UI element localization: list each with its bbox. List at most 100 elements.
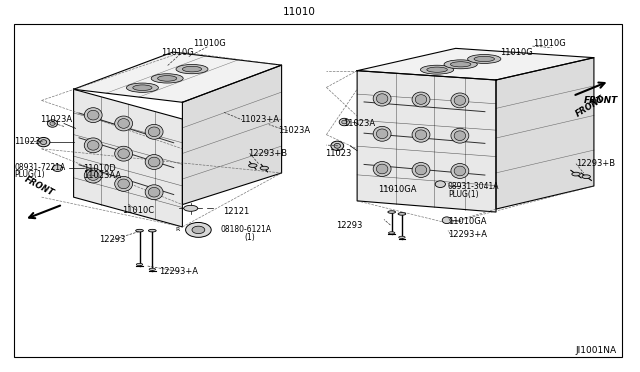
Ellipse shape: [133, 85, 152, 90]
Ellipse shape: [373, 161, 391, 176]
Ellipse shape: [84, 168, 102, 183]
Ellipse shape: [388, 211, 396, 214]
Ellipse shape: [115, 116, 132, 131]
Text: FRONT: FRONT: [574, 94, 606, 118]
Text: 11010C: 11010C: [122, 206, 154, 215]
Ellipse shape: [157, 76, 177, 81]
Ellipse shape: [37, 138, 50, 147]
Ellipse shape: [87, 110, 99, 120]
Ellipse shape: [87, 171, 99, 180]
Ellipse shape: [118, 179, 129, 189]
Text: FRONT: FRONT: [24, 175, 56, 198]
Ellipse shape: [145, 185, 163, 200]
Text: 12293: 12293: [336, 221, 362, 230]
Ellipse shape: [84, 138, 102, 153]
Ellipse shape: [427, 67, 447, 72]
Ellipse shape: [176, 64, 208, 74]
Ellipse shape: [572, 172, 580, 176]
Ellipse shape: [420, 65, 454, 74]
Polygon shape: [74, 52, 282, 102]
Text: 11023A: 11023A: [343, 119, 375, 128]
Text: 11010: 11010: [283, 7, 316, 17]
Ellipse shape: [442, 217, 451, 224]
Ellipse shape: [451, 128, 469, 143]
Ellipse shape: [582, 175, 590, 179]
Text: FRONT: FRONT: [584, 96, 618, 105]
Text: 12293: 12293: [99, 235, 125, 244]
Ellipse shape: [52, 165, 63, 171]
Text: 11010G: 11010G: [533, 39, 566, 48]
Polygon shape: [74, 89, 182, 227]
Text: 11023+A: 11023+A: [240, 115, 279, 124]
Text: 11023A: 11023A: [40, 115, 72, 124]
Ellipse shape: [149, 268, 156, 270]
Text: 11023AA: 11023AA: [83, 171, 122, 180]
Ellipse shape: [136, 263, 143, 266]
Ellipse shape: [331, 141, 344, 151]
Ellipse shape: [182, 66, 202, 72]
Ellipse shape: [184, 205, 198, 211]
Text: 11010GA: 11010GA: [378, 185, 416, 194]
Text: PLUG(1): PLUG(1): [448, 190, 479, 199]
Ellipse shape: [373, 91, 391, 106]
Text: 11010G: 11010G: [161, 48, 194, 57]
Ellipse shape: [260, 166, 269, 170]
Text: 11010G: 11010G: [193, 39, 226, 48]
Ellipse shape: [148, 157, 160, 167]
Circle shape: [192, 226, 205, 234]
Text: 11010GA: 11010GA: [448, 217, 486, 226]
Text: 08931-7221A: 08931-7221A: [14, 163, 65, 172]
Ellipse shape: [451, 93, 469, 108]
Text: 12293+A: 12293+A: [448, 230, 487, 239]
Text: 08180-6121A: 08180-6121A: [221, 225, 272, 234]
Ellipse shape: [435, 181, 445, 187]
Text: (1): (1): [244, 233, 255, 242]
Ellipse shape: [148, 229, 156, 232]
Ellipse shape: [339, 118, 349, 126]
Ellipse shape: [454, 96, 466, 105]
Ellipse shape: [474, 57, 495, 62]
Ellipse shape: [412, 163, 430, 177]
Text: 12293+A: 12293+A: [159, 267, 198, 276]
Ellipse shape: [376, 129, 388, 139]
Text: 12121: 12121: [223, 207, 249, 216]
Text: R: R: [176, 227, 180, 232]
Ellipse shape: [334, 144, 340, 148]
Text: 11010D: 11010D: [83, 164, 116, 173]
Ellipse shape: [136, 229, 143, 232]
Ellipse shape: [342, 120, 347, 124]
Ellipse shape: [47, 120, 58, 127]
Polygon shape: [182, 65, 282, 205]
Ellipse shape: [388, 232, 395, 234]
Ellipse shape: [415, 165, 427, 175]
Text: 11010G: 11010G: [500, 48, 533, 57]
Text: 08931-3041A: 08931-3041A: [448, 182, 499, 191]
Ellipse shape: [84, 108, 102, 123]
Ellipse shape: [115, 176, 132, 191]
Ellipse shape: [415, 94, 427, 104]
Text: 11023: 11023: [325, 149, 351, 158]
Ellipse shape: [398, 213, 406, 215]
Ellipse shape: [373, 126, 391, 141]
Text: 11023A: 11023A: [278, 126, 310, 135]
Ellipse shape: [118, 149, 129, 158]
Ellipse shape: [40, 140, 47, 145]
Bar: [14, 24, 622, 357]
Ellipse shape: [127, 83, 159, 92]
Ellipse shape: [118, 119, 129, 128]
Ellipse shape: [454, 166, 466, 176]
Ellipse shape: [468, 55, 501, 64]
Ellipse shape: [451, 164, 469, 179]
Ellipse shape: [115, 146, 132, 161]
Ellipse shape: [249, 164, 257, 167]
Text: JI1001NA: JI1001NA: [575, 346, 616, 355]
Ellipse shape: [444, 60, 477, 69]
Ellipse shape: [412, 127, 430, 142]
Text: PLUG(1): PLUG(1): [14, 170, 45, 179]
Ellipse shape: [454, 131, 466, 141]
Text: 11023: 11023: [14, 137, 40, 146]
Ellipse shape: [148, 127, 160, 137]
Ellipse shape: [151, 74, 183, 83]
Ellipse shape: [145, 155, 163, 169]
Ellipse shape: [415, 130, 427, 140]
